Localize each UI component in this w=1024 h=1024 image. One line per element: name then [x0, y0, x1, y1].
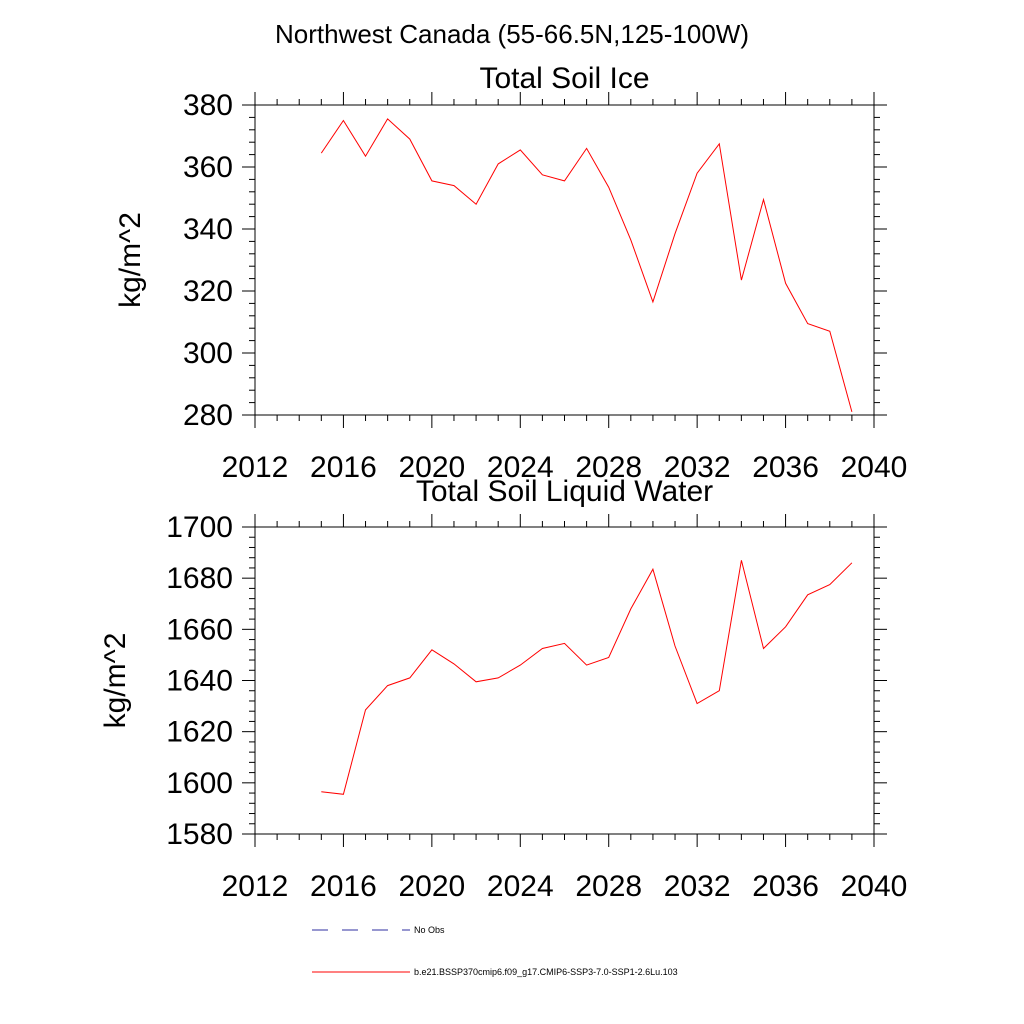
y-tick-label: 1600 — [166, 767, 233, 800]
plot-frame — [254, 526, 875, 835]
x-tick-label: 2020 — [398, 451, 465, 484]
x-tick-label: 2012 — [222, 870, 289, 903]
chart-title: Total Soil Ice — [479, 62, 649, 95]
y-axis-label: kg/m^2 — [114, 212, 147, 308]
series-line — [320, 118, 853, 413]
legend-label-model-run: b.e21.BSSP370cmip6.f09_g17.CMIP6-SSP3-7.… — [414, 967, 678, 977]
legend-label-no-obs: No Obs — [414, 925, 445, 935]
x-tick-label: 2040 — [841, 451, 908, 484]
y-tick-label: 1680 — [166, 562, 233, 595]
series-line — [321, 560, 853, 795]
x-tick-label: 2012 — [222, 451, 289, 484]
x-tick-label: 2028 — [575, 870, 642, 903]
x-tick-label: 2032 — [664, 451, 731, 484]
x-tick-label: 2016 — [310, 870, 377, 903]
y-tick-label: 320 — [183, 275, 233, 308]
legend-item-no-obs: No Obs — [312, 925, 445, 935]
y-tick-label: 300 — [183, 337, 233, 370]
x-tick-label: 2036 — [752, 451, 819, 484]
chart-title: Total Soil Liquid Water — [416, 475, 713, 508]
y-axis-label: kg/m^2 — [99, 633, 132, 729]
x-tick-label: 2036 — [752, 870, 819, 903]
plot-frame — [254, 104, 875, 416]
x-tick-label: 2016 — [310, 451, 377, 484]
y-tick-label: 360 — [183, 151, 233, 184]
chart-total-soil-liquid-water: Total Soil Liquid Water kg/m^2 2012 2016 202… — [99, 475, 907, 903]
y-tick-label: 280 — [183, 399, 233, 432]
x-tick-label: 2024 — [487, 451, 554, 484]
x-tick-label: 2024 — [487, 870, 554, 903]
x-tick-label: 2028 — [575, 451, 642, 484]
y-tick-label: 1700 — [166, 511, 233, 544]
legend-item-model-run: b.e21.BSSP370cmip6.f09_g17.CMIP6-SSP3-7.… — [312, 967, 678, 977]
y-tick-label: 1580 — [166, 818, 233, 851]
x-tick-label: 2032 — [664, 870, 731, 903]
y-tick-label: 340 — [183, 213, 233, 246]
legend: No Obs b.e21.BSSP370cmip6.f09_g17.CMIP6-… — [312, 925, 678, 977]
figure-title: Northwest Canada (55-66.5N,125-100W) — [275, 19, 749, 49]
chart-total-soil-ice: Total Soil Ice kg/m^2 2012 2016 2020 2024 2028… — [114, 62, 907, 484]
y-tick-label: 380 — [183, 89, 233, 122]
x-tick-label: 2020 — [398, 870, 465, 903]
y-tick-label: 1640 — [166, 665, 233, 698]
x-tick-label: 2040 — [841, 870, 908, 903]
y-tick-label: 1660 — [166, 613, 233, 646]
y-tick-label: 1620 — [166, 716, 233, 749]
